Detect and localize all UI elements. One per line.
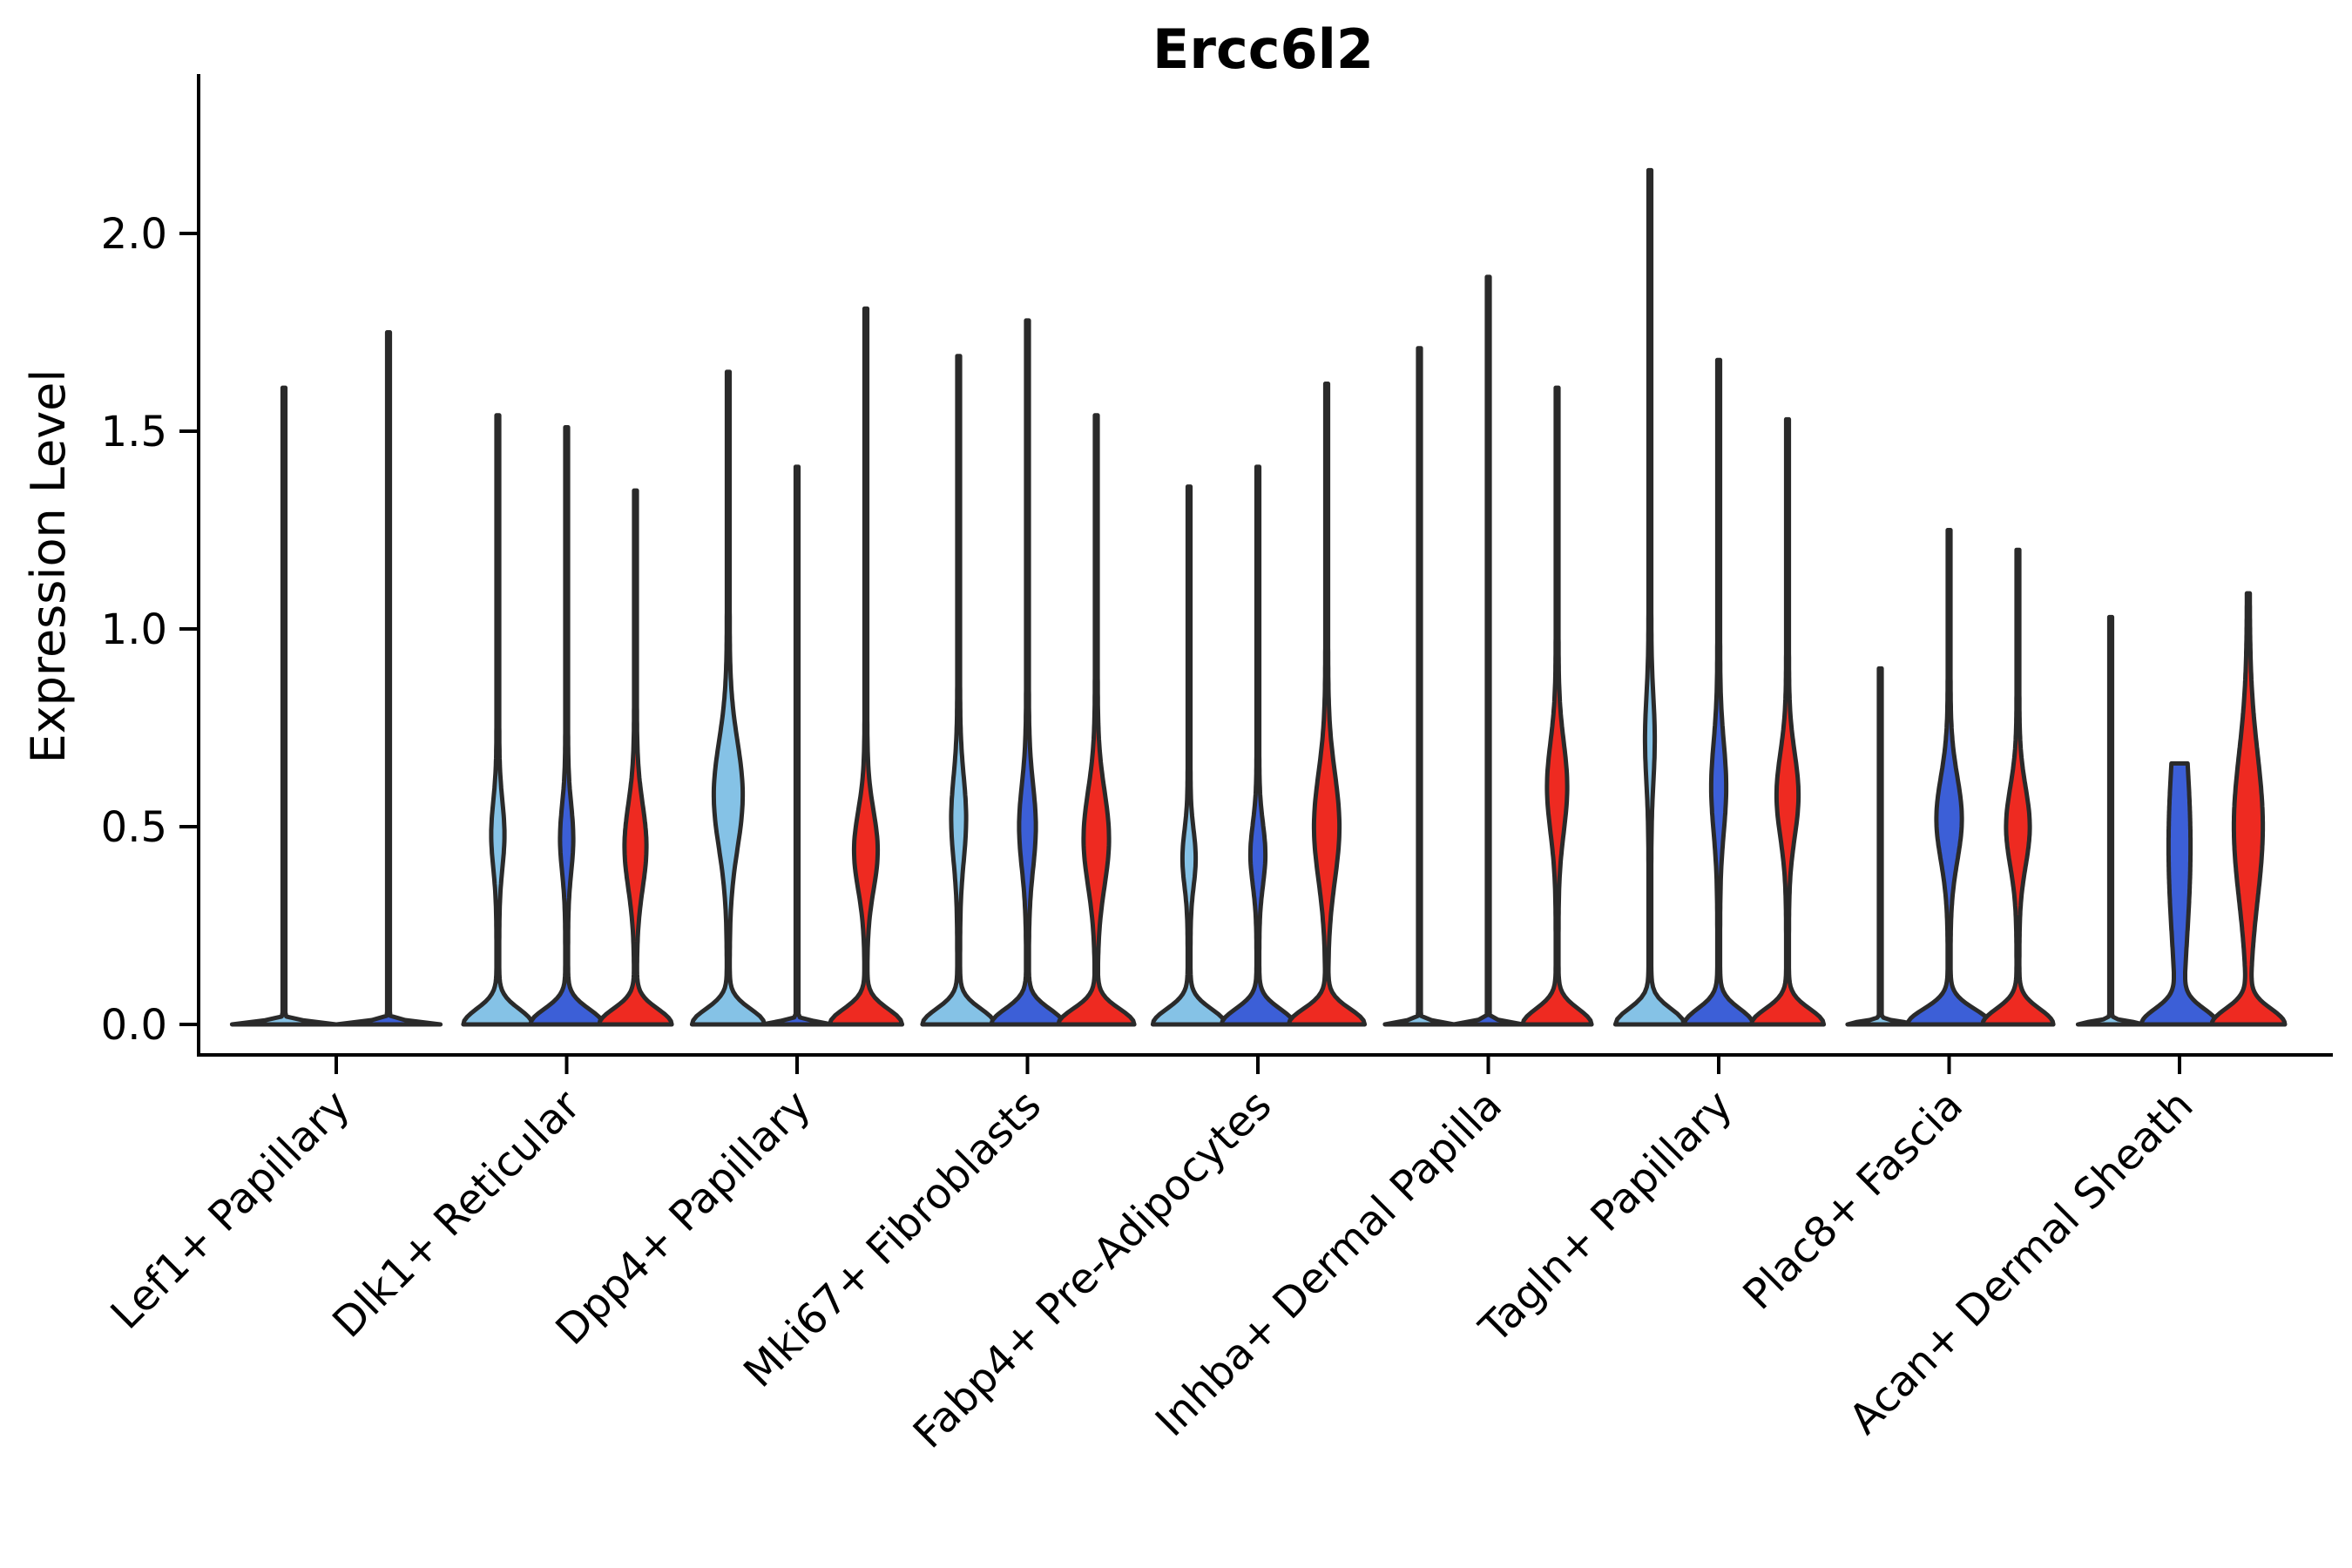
violin-mki67-light_blue	[920, 354, 997, 1027]
violin-plac8-light_blue	[1845, 666, 1916, 1027]
x-tick-label-8: Plac8+ Fascia	[1734, 1081, 1972, 1320]
violin-dlk1-light_blue	[461, 413, 535, 1027]
violin-acan-light_blue	[2075, 614, 2146, 1027]
y-tick-label-0.5: 0.5	[101, 803, 167, 852]
violin-fabp4-dark_blue	[1219, 464, 1297, 1027]
y-tick-label-1.0: 1.0	[101, 605, 167, 654]
violin-mki67-red	[1056, 413, 1137, 1027]
violin-inhba-light_blue	[1382, 346, 1456, 1027]
violin-tagln-dark_blue	[1681, 357, 1756, 1027]
violin-acan-dark_blue	[2139, 760, 2220, 1027]
violin-fabp4-red	[1286, 382, 1368, 1027]
y-tick-layer: 0.0 0.5 1.0 1.5 2.0	[101, 210, 199, 1050]
x-tick-label-2: Dlk1+ Reticular	[323, 1081, 590, 1348]
x-tick-label-7: Tagln+ Papillary	[1470, 1081, 1741, 1353]
violin-fabp4-light_blue	[1150, 484, 1228, 1027]
y-tick-label-0.0: 0.0	[101, 1001, 167, 1050]
y-tick-label-2.0: 2.0	[101, 210, 167, 259]
violin-lef1-dark_blue	[334, 330, 443, 1027]
violin-tagln-red	[1748, 416, 1827, 1027]
y-axis-label: Expression Level	[21, 369, 76, 764]
violin-lef1-light_blue	[229, 385, 339, 1027]
x-tick-label-1: Lef1+ Papillary	[102, 1081, 360, 1339]
violin-inhba-red	[1520, 385, 1594, 1027]
x-tick-label-3: Dpp4+ Papillary	[546, 1081, 820, 1355]
violin-dlk1-dark_blue	[528, 425, 605, 1027]
violin-dpp4-dark_blue	[760, 464, 835, 1027]
violin-tagln-light_blue	[1612, 167, 1687, 1027]
violin-acan-red	[2209, 591, 2288, 1027]
chart-title: Ercc6l2	[1152, 17, 1374, 81]
violin-dpp4-red	[827, 306, 905, 1027]
violin-plac8-dark_blue	[1905, 528, 1993, 1027]
violin-layer	[229, 167, 2288, 1027]
violin-dpp4-light_blue	[689, 369, 767, 1027]
violin-mki67-dark_blue	[989, 318, 1066, 1027]
violin-plac8-red	[1980, 547, 2056, 1027]
y-tick-label-1.5: 1.5	[101, 408, 167, 456]
violin-inhba-dark_blue	[1451, 274, 1525, 1027]
violin-dlk1-red	[597, 488, 674, 1027]
